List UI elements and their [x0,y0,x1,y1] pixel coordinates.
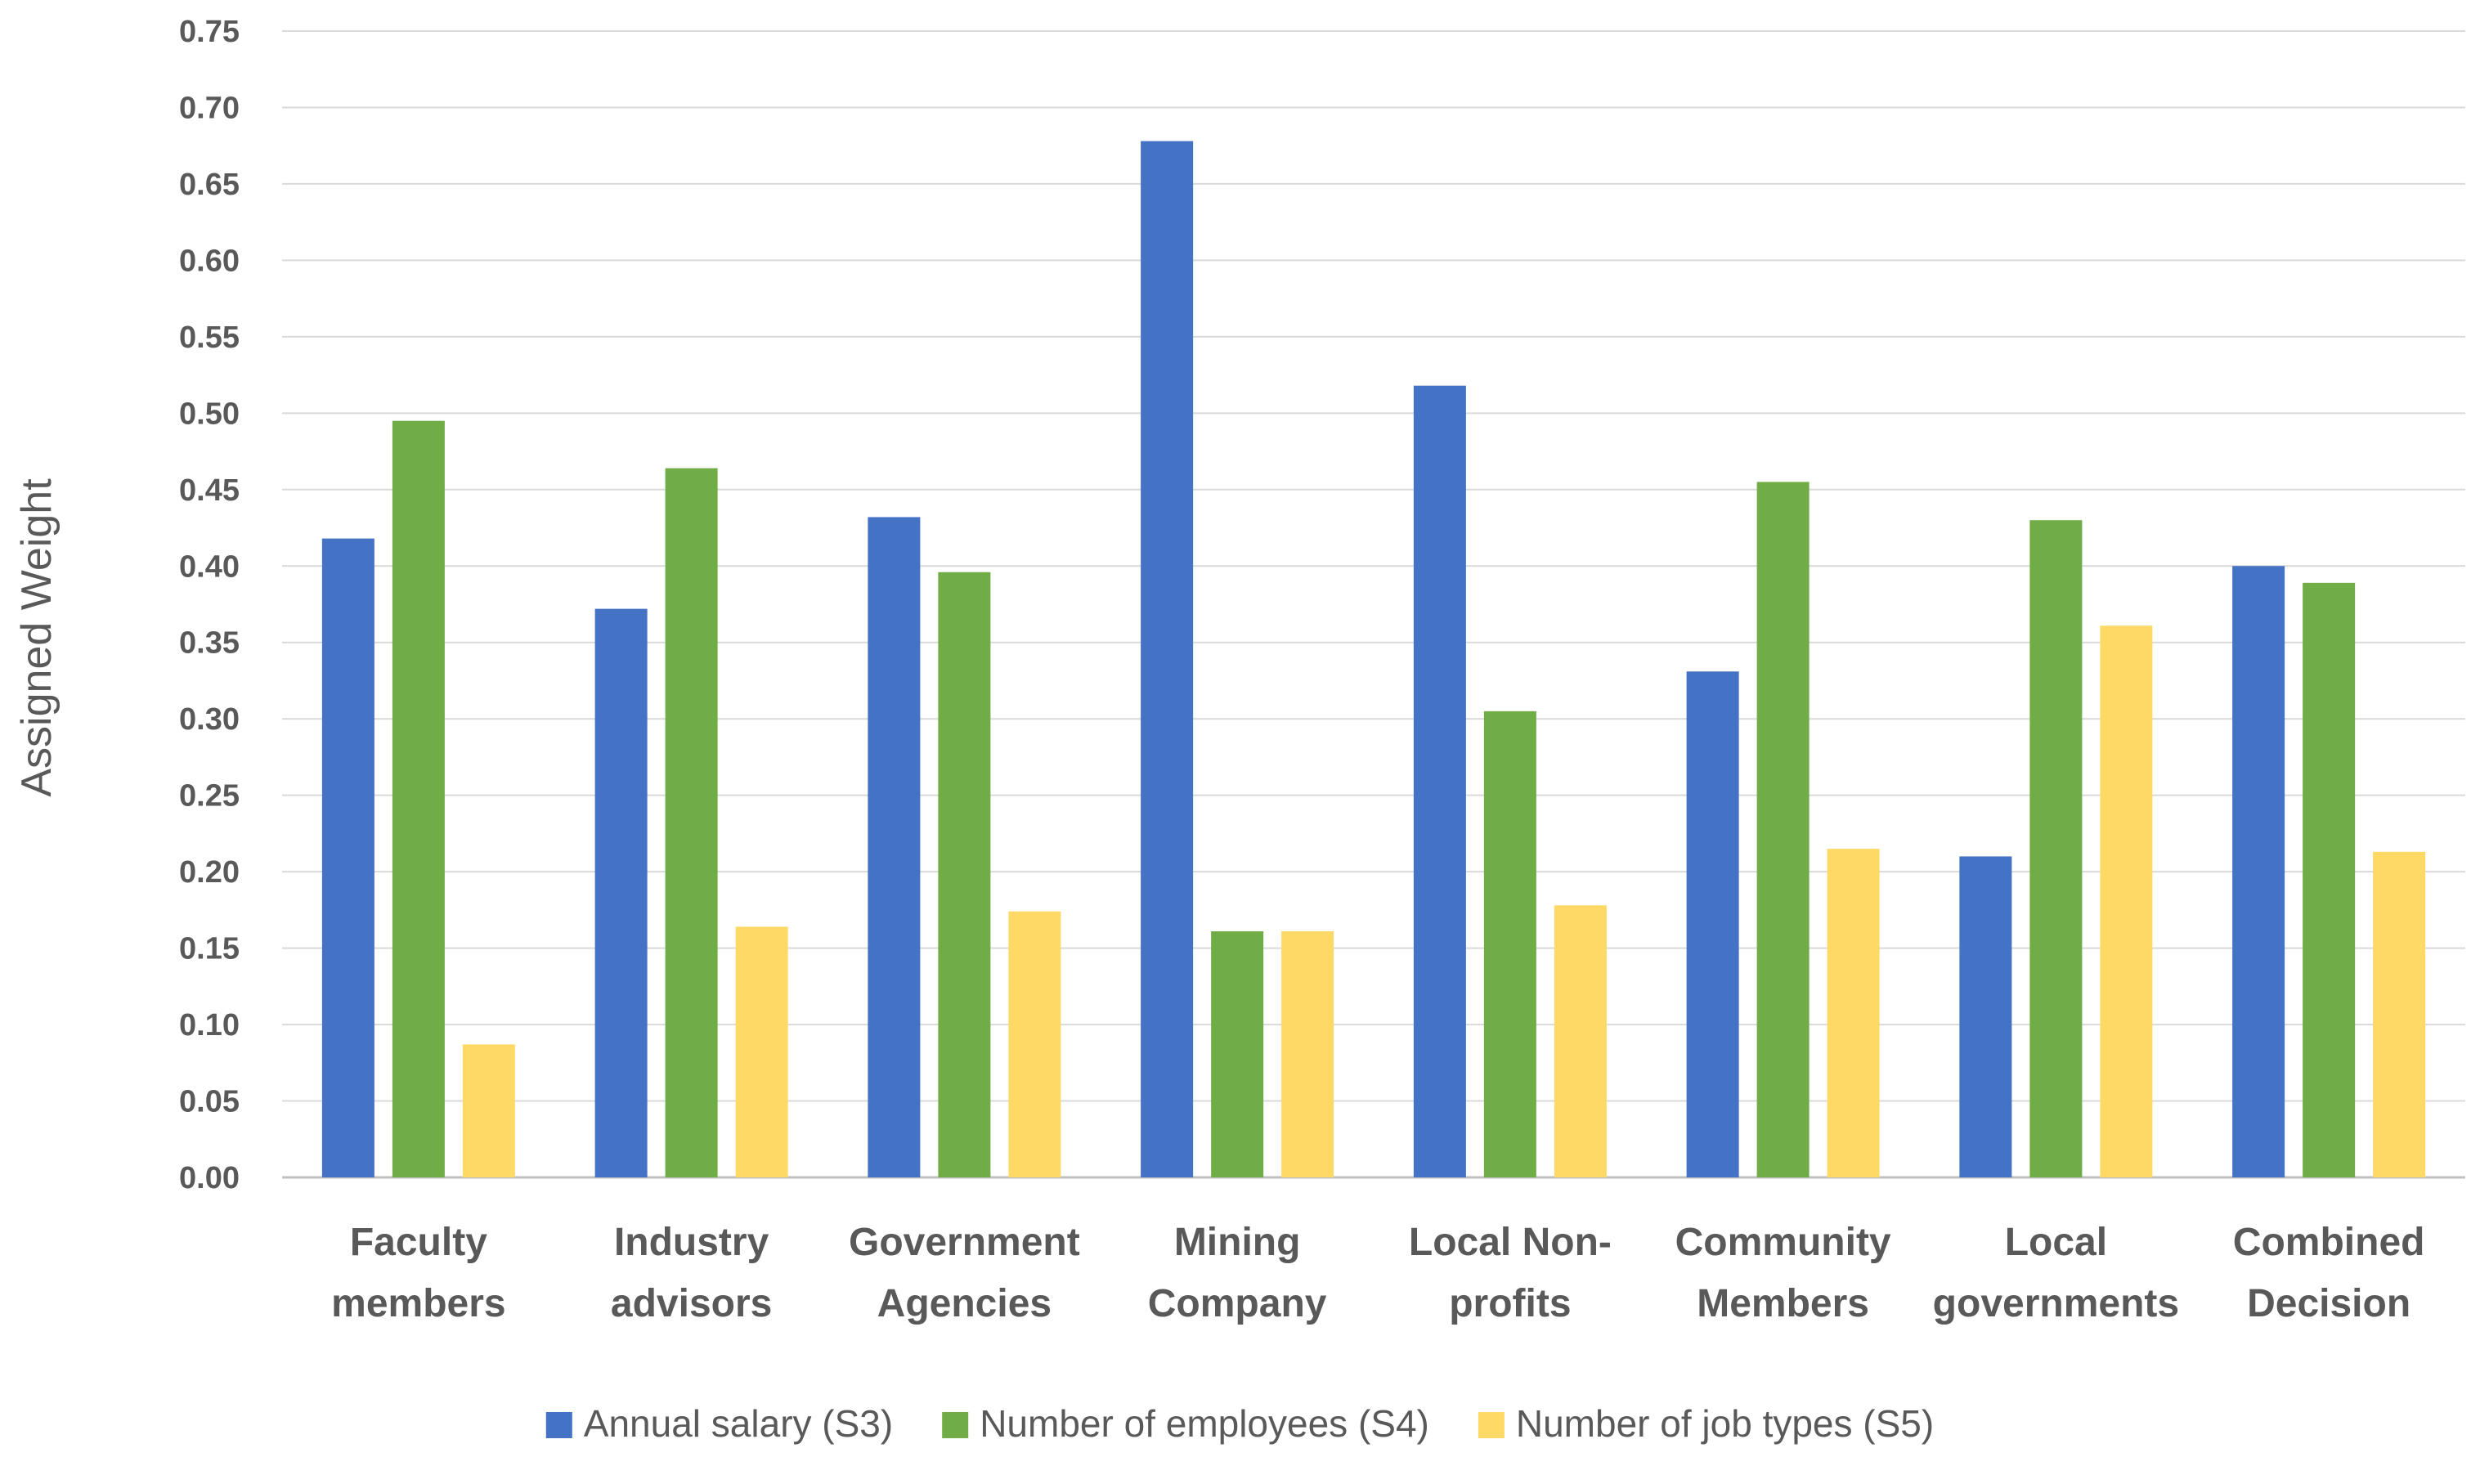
x-category-label: Decision [2247,1282,2410,1325]
y-tick-label: 0.20 [179,855,240,890]
bar-series-1-category-2 [594,608,648,1177]
legend-label: Number of job types (S5) [1516,1402,1934,1445]
bar-series-1-category-8 [2232,566,2285,1177]
y-tick-label: 0.40 [179,549,240,584]
bar-series-3-category-3 [1008,911,1061,1177]
bar-series-3-category-4 [1281,931,1334,1177]
bar-series-3-category-1 [462,1044,515,1177]
y-tick-label: 0.25 [179,779,240,814]
bar-series-2-category-3 [938,572,991,1177]
y-tick-label: 0.45 [179,473,240,508]
bar-series-2-category-5 [1483,711,1536,1177]
x-category-label: Mining [1174,1221,1301,1264]
y-tick-label: 0.75 [179,15,240,49]
x-category-label: governments [1933,1282,2179,1325]
legend-swatch [545,1412,572,1438]
bar-series-1-category-3 [868,517,921,1177]
x-category-label: Faculty [350,1221,487,1264]
bar-series-3-category-6 [1827,849,1880,1177]
x-category-label: Industry [614,1221,769,1264]
legend-label: Number of employees (S4) [980,1402,1429,1445]
y-tick-label: 0.50 [179,397,240,431]
y-tick-label: 0.30 [179,702,240,737]
bar-series-3-category-5 [1554,905,1607,1177]
bar-series-1-category-1 [321,538,374,1177]
y-tick-label: 0.15 [179,932,240,966]
legend-label: Annual salary (S3) [584,1402,893,1445]
bar-series-3-category-8 [2373,851,2426,1177]
legend-swatch [1478,1412,1505,1438]
bar-series-2-category-4 [1211,931,1264,1177]
bar-series-2-category-6 [1756,482,1810,1177]
x-category-label: Community [1675,1221,1891,1264]
x-axis-category-labels: Faculty members Industry advisors Government… [331,1221,2424,1325]
x-category-label: Members [1697,1282,1869,1325]
y-tick-label: 0.10 [179,1008,240,1042]
y-tick-label: 0.65 [179,168,240,202]
x-category-label: Combined [2233,1221,2425,1264]
bar-series-3-category-7 [2100,625,2153,1177]
x-category-label: Company [1148,1282,1327,1325]
y-tick-label: 0.00 [179,1161,240,1195]
y-tick-label: 0.35 [179,626,240,661]
legend-swatch [942,1412,969,1438]
x-category-label: Local [2005,1221,2107,1264]
legend: Annual salary (S3) Number of employees (S… [545,1402,1934,1445]
y-axis-title: Assigned Weight [13,478,61,797]
y-tick-label: 0.60 [179,244,240,278]
x-category-label: advisors [611,1282,772,1325]
bar-series-2-category-8 [2303,582,2356,1177]
bar-series-3-category-2 [735,926,788,1177]
x-category-label: Agencies [877,1282,1052,1325]
y-axis-ticks: 0.00 0.05 0.10 0.15 0.20 0.25 0.30 0.35 0.40 0.45… [179,15,240,1195]
bar-series-1-category-5 [1413,385,1466,1178]
bar-series-2-category-1 [392,420,445,1177]
bar-series-1-category-4 [1141,141,1194,1177]
x-category-label: Government [849,1221,1080,1264]
bar-series-1-category-6 [1686,671,1739,1177]
bars [321,141,2426,1178]
y-tick-label: 0.70 [179,91,240,125]
bar-series-1-category-7 [1959,856,2012,1177]
x-category-label: Local Non- [1409,1221,1612,1264]
bar-series-2-category-2 [665,468,718,1177]
bar-series-2-category-7 [2029,520,2083,1177]
x-category-label: members [331,1282,505,1325]
y-tick-label: 0.05 [179,1085,240,1119]
x-category-label: profits [1449,1282,1571,1325]
y-tick-label: 0.55 [179,321,240,355]
